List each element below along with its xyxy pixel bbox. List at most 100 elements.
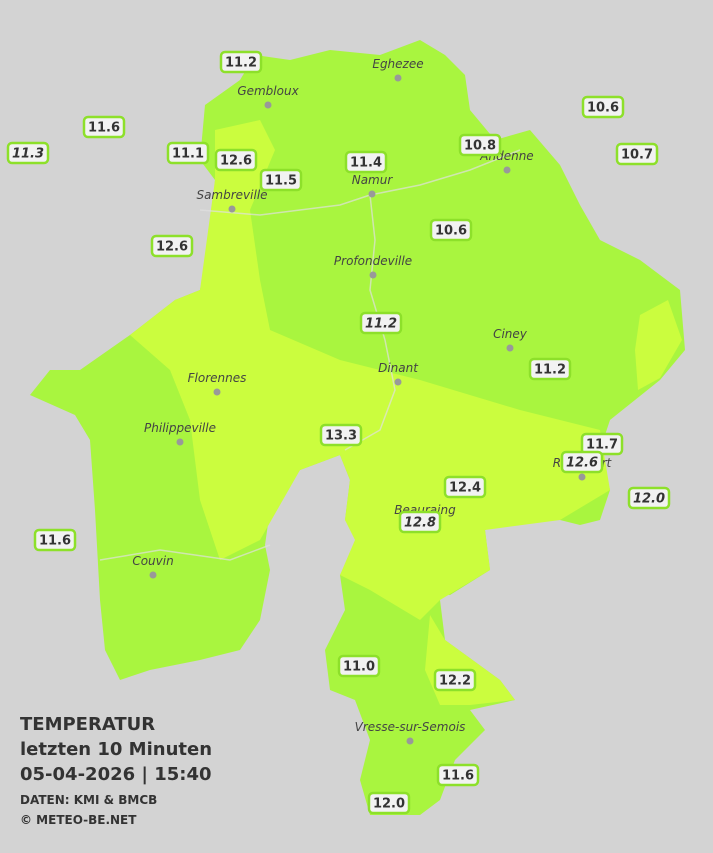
station-box: [6, 141, 50, 165]
station-box: [259, 168, 303, 192]
station: 11.6: [82, 115, 126, 139]
city-name: Eghezee: [372, 57, 423, 71]
city-dot: [406, 737, 414, 745]
station-box: [344, 150, 388, 174]
station: 11.6: [436, 763, 480, 787]
city-name: Gembloux: [237, 84, 299, 98]
city-name: Vresse-sur-Semois: [355, 720, 466, 734]
station-value: 11.2: [365, 317, 397, 332]
city-name: Dinant: [378, 361, 419, 375]
station-value: 11.6: [88, 121, 120, 136]
station: 11.4: [344, 150, 388, 174]
station: 11.1: [166, 141, 210, 165]
city-dot: [394, 378, 402, 386]
station-box: [33, 528, 77, 552]
credit: © METEO-BE.NET: [20, 813, 137, 827]
title-line: TEMPERATUR: [20, 714, 155, 735]
station-box: [627, 486, 671, 510]
river: [99, 149, 521, 561]
station-value: 10.6: [435, 224, 467, 239]
station-value: 12.0: [373, 797, 405, 812]
station-value: 11.2: [534, 363, 566, 378]
station: 10.6: [429, 218, 473, 242]
station-value: 11.0: [343, 660, 375, 675]
station-box: [319, 423, 363, 447]
station-box: [528, 357, 572, 381]
station-box: [429, 218, 473, 242]
station: 10.8: [458, 133, 502, 157]
station: 12.6: [150, 234, 194, 258]
station-value: 10.6: [587, 101, 619, 116]
station: 12.0: [627, 486, 671, 510]
station-value: 10.7: [621, 148, 653, 163]
city-dot: [149, 571, 157, 579]
station: 12.8: [398, 510, 442, 534]
city-dot: [369, 271, 377, 279]
city-dot: [213, 388, 221, 396]
city-dot: [394, 74, 402, 82]
station-box: [436, 763, 480, 787]
station-value: 12.4: [449, 481, 481, 496]
station-value: 11.7: [586, 438, 618, 453]
station: 10.6: [581, 95, 625, 119]
station-value: 13.3: [325, 429, 357, 444]
station-box: [615, 142, 659, 166]
station: 12.4: [443, 475, 487, 499]
station-box: [581, 95, 625, 119]
station-box: [214, 148, 258, 172]
station: 12.6: [214, 148, 258, 172]
station-value: 11.4: [350, 156, 382, 171]
city-name: Sambreville: [196, 188, 267, 202]
warm-zone: [130, 120, 610, 620]
station: 11.0: [337, 654, 381, 678]
station-box: [433, 668, 477, 692]
station-value: 12.0: [633, 492, 665, 507]
station-box: [166, 141, 210, 165]
station: 12.0: [367, 791, 411, 815]
station-box: [398, 510, 442, 534]
city-name: Namur: [352, 173, 394, 187]
city-name: Ciney: [493, 327, 528, 341]
station-box: [367, 791, 411, 815]
city-name: Profondeville: [334, 254, 412, 268]
title-line: 05-04-2026 | 15:40: [20, 764, 212, 785]
station-box: [82, 115, 126, 139]
city-dot: [506, 344, 514, 352]
station: 11.7: [580, 432, 624, 456]
credit: DATEN: KMI & BMCB: [20, 793, 157, 807]
station-value: 11.3: [12, 147, 44, 162]
station-box: [337, 654, 381, 678]
station-box: [150, 234, 194, 258]
station-value: 12.2: [439, 674, 471, 689]
station-value: 12.8: [404, 516, 436, 531]
title-line: letzten 10 Minuten: [20, 739, 212, 760]
station-value: 12.6: [220, 154, 252, 169]
city-name: Couvin: [132, 554, 173, 568]
station: 11.5: [259, 168, 303, 192]
station-value: 12.6: [156, 240, 188, 255]
city-dot: [578, 473, 586, 481]
station-value: 12.6: [566, 456, 598, 471]
city-dot: [264, 101, 272, 109]
city-dot: [503, 166, 511, 174]
station-box: [443, 475, 487, 499]
station: 13.3: [319, 423, 363, 447]
station: 11.2: [528, 357, 572, 381]
station-box: [458, 133, 502, 157]
station-value: 11.2: [225, 56, 257, 71]
station: 12.2: [433, 668, 477, 692]
station: 11.2: [359, 311, 403, 335]
city-name: Florennes: [188, 371, 247, 385]
station: 11.2: [219, 50, 263, 74]
station: 11.6: [33, 528, 77, 552]
station-value: 11.5: [265, 174, 297, 189]
city-dot: [176, 438, 184, 446]
station: 12.6: [560, 450, 604, 474]
city-dot: [228, 205, 236, 213]
station-value: 11.6: [442, 769, 474, 784]
station-box: [359, 311, 403, 335]
warm-zone: [635, 300, 682, 390]
station-value: 11.1: [172, 147, 204, 162]
city-dot: [368, 190, 376, 198]
